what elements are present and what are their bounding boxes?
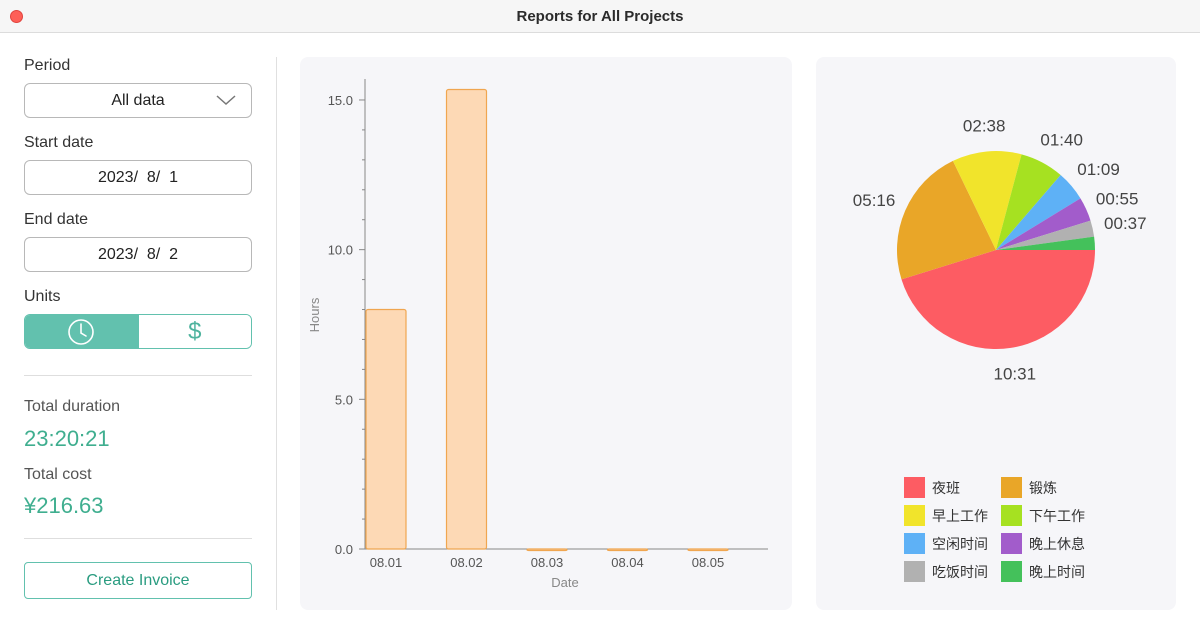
sidebar: Period All data Start date 2023/ 8/ 1 En… [24,33,252,634]
divider [24,375,252,376]
legend-swatch [904,505,925,526]
total-duration-label: Total duration [24,398,121,415]
x-tick-label: 08.02 [450,555,483,570]
legend-label: 晚上休息 [1029,536,1085,552]
pie-slice-label: 01:40 [1040,130,1083,149]
units-segmented-control: $ [24,314,252,349]
pie-slice-label: 00:55 [1096,189,1139,208]
pie-slice-label: 02:38 [963,117,1006,136]
bar-chart: 0.0 5.0 10.0 15.0 08.01 08.02 08.03 08.04 08.05 D… [307,79,768,590]
legend-label: 锻炼 [1029,480,1057,496]
total-cost-value: ¥216.63 [24,493,104,518]
x-tick-label: 08.04 [611,555,644,570]
dollar-icon: $ [188,317,202,345]
pie-chart: 10:31 05:16 02:38 01:40 01:09 00:55 00:37 夜班 锻炼早… [853,117,1147,582]
y-tick-label: 15.0 [328,93,353,108]
pie-slice-label: 00:37 [1104,214,1147,233]
start-date-label: Start date [24,134,94,151]
y-tick-label: 0.0 [335,542,353,557]
pie-slice-label: 10:31 [994,365,1037,384]
pie-slice [996,154,1061,250]
legend-swatch [1001,477,1022,498]
title-bar: Reports for All Projects [0,0,1200,33]
y-tick-label: 10.0 [328,243,353,258]
units-label: Units [24,288,61,305]
bar [526,548,568,552]
legend-label: 下午工作 [1029,508,1085,524]
chevron-down-icon [216,95,236,106]
x-tick-label: 08.03 [531,555,564,570]
bar-chart-panel: 0.0 5.0 10.0 15.0 08.01 08.02 08.03 08.04 08.05 D… [300,57,792,610]
create-invoice-button[interactable]: Create Invoice [24,562,252,599]
x-tick-label: 08.05 [692,555,725,570]
pie-slice [996,236,1095,250]
pie-slice [901,250,1095,349]
legend-label: 晚上时间 [1029,564,1085,580]
legend-label: 空闲时间 [932,536,988,552]
bar [687,548,729,552]
pie-slice [996,198,1091,250]
legend-label: 夜班 [932,480,960,496]
window-title: Reports for All Projects [516,8,684,25]
y-tick-label: 5.0 [335,392,353,407]
units-cost-segment[interactable]: $ [137,315,251,348]
legend-label: 早上工作 [932,508,988,524]
pie-slice-label: 01:09 [1077,160,1120,179]
start-date-field[interactable]: 2023/ 8/ 1 [24,160,252,195]
x-tick-label: 08.01 [370,555,403,570]
y-axis-label: Hours [307,297,322,332]
pie-chart-panel: 10:31 05:16 02:38 01:40 01:09 00:55 00:37 夜班 锻炼早… [816,57,1176,610]
bar [445,88,488,550]
legend-label: 吃饭时间 [932,564,988,580]
legend-swatch [904,561,925,582]
x-axis-label: Date [551,575,578,590]
end-date-label: End date [24,211,89,228]
total-duration-value: 23:20:21 [24,426,110,451]
divider [24,538,252,539]
bar [365,308,407,550]
legend-swatch [904,533,925,554]
legend-swatch [1001,533,1022,554]
total-cost-label: Total cost [24,466,92,483]
units-time-segment[interactable] [25,315,138,348]
period-label: Period [24,57,71,74]
pie-slice [996,174,1081,250]
end-date-field[interactable]: 2023/ 8/ 2 [24,237,252,272]
pie-slice-label: 05:16 [853,191,896,210]
legend-swatch [1001,505,1022,526]
period-select-value: All data [111,92,165,109]
clock-icon [68,318,95,345]
bar [606,548,649,552]
pie-slice [952,151,1022,250]
pie-slice [897,160,996,280]
sidebar-separator [276,57,277,610]
legend-swatch [904,477,925,498]
pie-slice [996,220,1095,250]
close-window-button[interactable] [10,10,23,23]
period-select[interactable]: All data [24,83,252,118]
legend-swatch [1001,561,1022,582]
